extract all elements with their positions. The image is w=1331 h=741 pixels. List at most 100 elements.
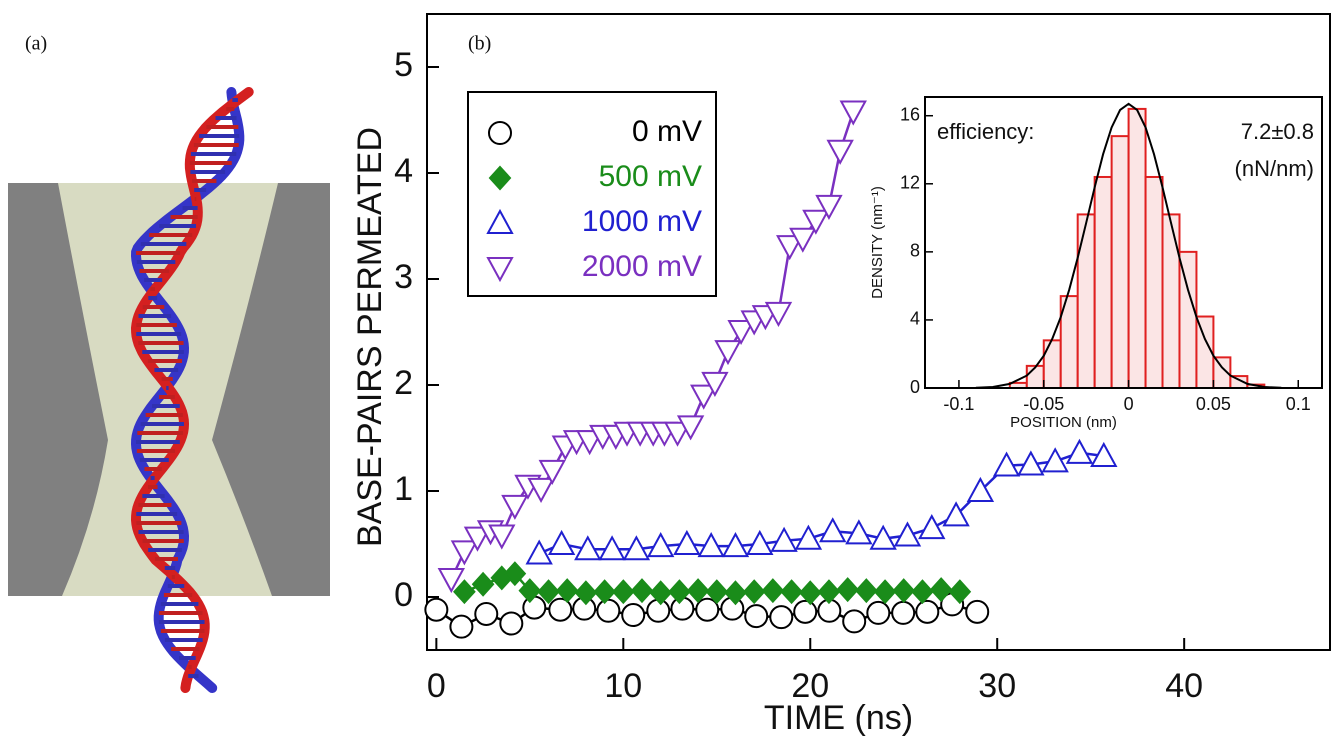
- data-point: [537, 579, 560, 605]
- data-point: [598, 535, 626, 561]
- data-point: [721, 532, 750, 558]
- legend-marker: [488, 165, 512, 191]
- data-point: [854, 578, 878, 604]
- data-point: [817, 579, 841, 605]
- data-point: [769, 605, 794, 630]
- data-point: [891, 600, 916, 625]
- legend-marker: [486, 208, 514, 234]
- data-point: [527, 477, 555, 503]
- y-tick-label: 16: [900, 104, 920, 124]
- data-point: [966, 476, 995, 502]
- histogram-bar: [1042, 339, 1062, 390]
- data-point: [802, 209, 830, 235]
- data-point: [673, 529, 701, 555]
- y-tick-label: 8: [910, 241, 920, 261]
- data-point: [1017, 450, 1045, 476]
- data-point: [744, 604, 769, 629]
- legend-label: 500 mV: [599, 160, 702, 193]
- data-point: [793, 599, 818, 624]
- data-point: [522, 595, 547, 620]
- data-point: [471, 571, 495, 597]
- data-point: [727, 319, 755, 346]
- data-point: [915, 599, 940, 624]
- data-point: [918, 514, 946, 540]
- x-tick-label: 0: [1124, 394, 1134, 414]
- data-point: [647, 532, 675, 558]
- data-point: [746, 529, 774, 555]
- legend-label: 0 mV: [632, 115, 702, 148]
- x-tick-label: -0.05: [1023, 394, 1064, 414]
- data-point: [992, 451, 1021, 477]
- data-point: [555, 578, 579, 604]
- data-point: [686, 578, 710, 604]
- data-point: [742, 579, 766, 605]
- data-point: [622, 535, 651, 561]
- data-point: [911, 579, 934, 605]
- data-point: [1065, 438, 1094, 464]
- y-tick-label: 0: [910, 377, 920, 397]
- data-point: [724, 580, 747, 606]
- data-point: [676, 415, 705, 441]
- histogram-bar: [1178, 250, 1198, 389]
- data-point: [503, 561, 527, 587]
- y-tick-label: 3: [394, 258, 413, 296]
- x-tick-label: 0: [427, 667, 446, 705]
- data-point: [714, 340, 742, 366]
- data-point: [690, 384, 718, 410]
- data-point: [474, 601, 499, 626]
- data-point: [892, 578, 916, 604]
- data-point: [518, 578, 542, 604]
- panel-label: (b): [468, 33, 491, 55]
- data-point: [649, 580, 673, 606]
- y-axis-label: DENSITY (nm⁻¹): [869, 186, 886, 299]
- y-tick-label: 5: [394, 46, 413, 84]
- data-point: [873, 579, 897, 605]
- data-point: [1090, 441, 1118, 468]
- data-point: [948, 579, 972, 605]
- data-point: [845, 519, 873, 545]
- y-tick-label: 1: [394, 470, 413, 508]
- y-axis-label: BASE-PAIRS PERMEATED: [351, 127, 389, 547]
- data-point: [780, 579, 803, 605]
- data-point: [596, 598, 621, 623]
- data-point: [548, 597, 573, 622]
- x-tick-label: 40: [1165, 667, 1203, 705]
- data-point: [499, 611, 524, 636]
- x-tick-label: 0.1: [1286, 394, 1311, 414]
- fit-curve: [975, 102, 1282, 389]
- data-point: [695, 597, 720, 622]
- histogram-bar: [1161, 213, 1181, 389]
- histogram-bar: [1110, 135, 1130, 389]
- inset-frame: [924, 96, 1323, 389]
- annotation: 7.2±0.8: [1241, 119, 1314, 144]
- legend-marker: [488, 121, 512, 145]
- histogram-bar: [1076, 213, 1096, 389]
- data-point: [839, 100, 867, 126]
- y-tick-label: 2: [394, 364, 413, 402]
- data-point: [501, 494, 529, 520]
- data-point: [630, 578, 654, 604]
- data-point: [437, 567, 465, 594]
- data-point: [463, 526, 492, 552]
- histogram-bar: [1127, 107, 1147, 389]
- data-point: [826, 139, 854, 165]
- histogram-bar: [1025, 364, 1045, 390]
- data-point: [424, 597, 449, 622]
- data-point: [593, 579, 616, 605]
- data-point: [701, 371, 729, 397]
- data-point: [449, 614, 474, 639]
- y-tick-label: 12: [900, 173, 920, 193]
- data-point: [453, 579, 476, 605]
- histogram-bar: [1144, 175, 1164, 389]
- y-tick-label: 0: [394, 576, 413, 614]
- data-point: [525, 539, 553, 565]
- data-point: [929, 577, 953, 603]
- data-point: [611, 579, 635, 605]
- legend-label: 2000 mV: [582, 250, 702, 283]
- data-point: [1041, 447, 1069, 473]
- data-point: [819, 517, 847, 543]
- data-point: [798, 580, 822, 606]
- data-point: [770, 526, 798, 552]
